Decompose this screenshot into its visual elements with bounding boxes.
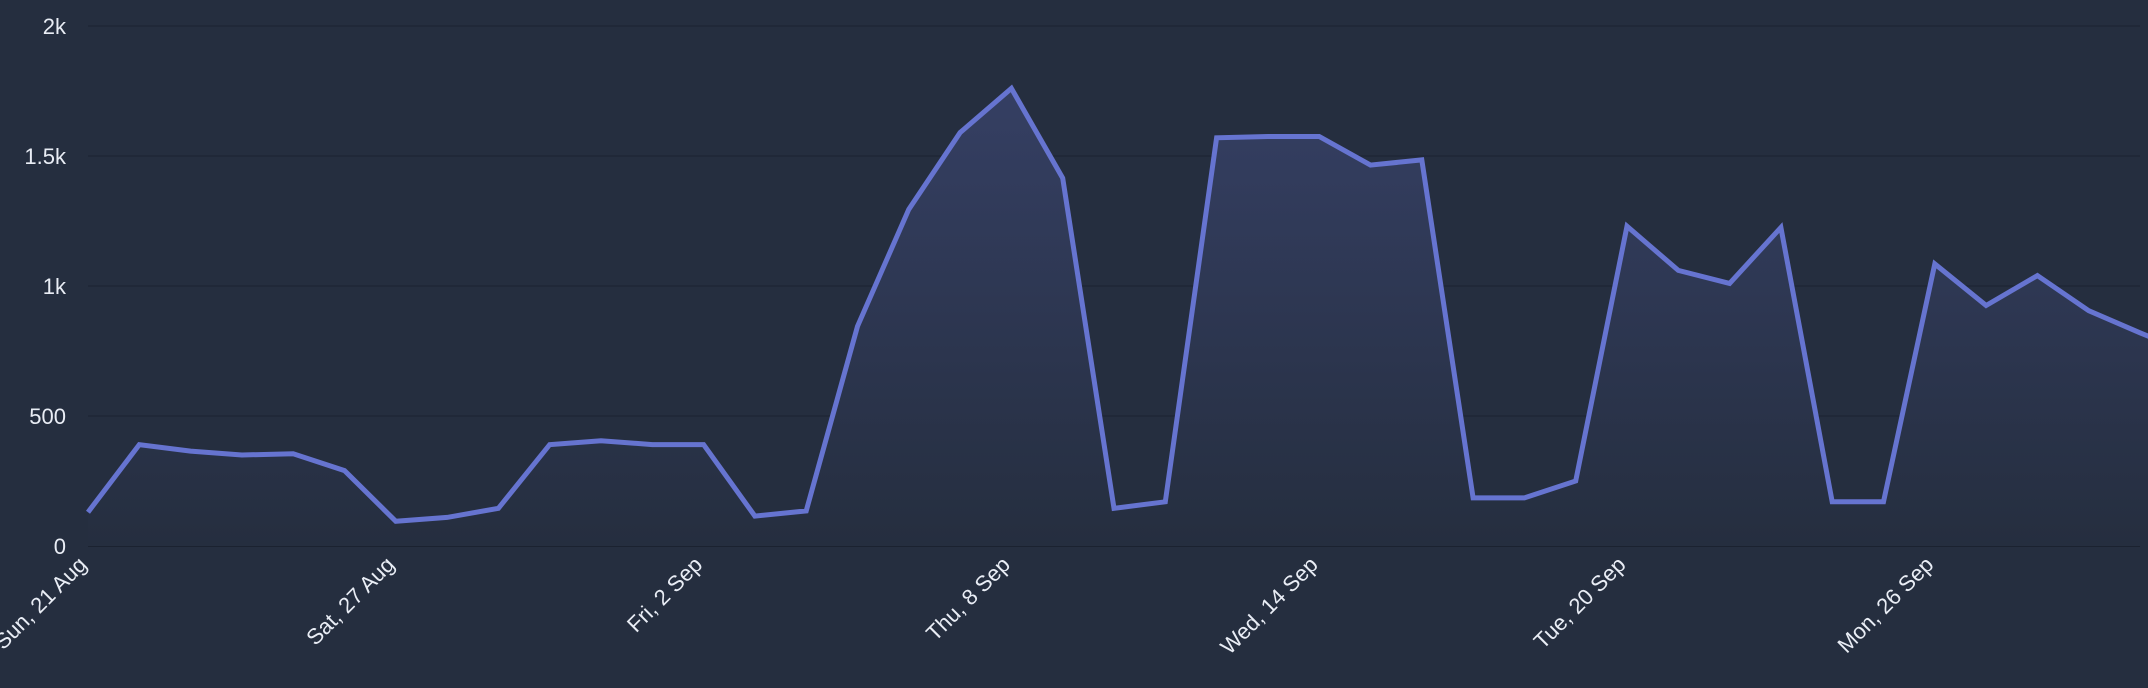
x-axis: Sun, 21 Aug Sat, 27 Aug Fri, 2 Sep Thu, 8 S… xyxy=(0,552,1938,659)
data-point-3[interactable] xyxy=(236,449,248,461)
data-point-15[interactable] xyxy=(852,320,864,332)
x-tick-label: Fri, 2 Sep xyxy=(622,552,707,637)
data-point-27[interactable] xyxy=(1467,492,1479,504)
data-point-31[interactable] xyxy=(1672,264,1684,276)
x-tick-label: Wed, 14 Sep xyxy=(1215,552,1322,659)
data-point-36[interactable] xyxy=(1929,258,1941,270)
series-area xyxy=(88,88,2148,546)
data-point-6[interactable] xyxy=(390,515,402,527)
x-tick-label: Thu, 8 Sep xyxy=(921,552,1015,646)
data-point-29[interactable] xyxy=(1570,475,1582,487)
y-axis: 0 500 1k 1.5k 2k xyxy=(24,14,67,559)
data-point-11[interactable] xyxy=(646,439,658,451)
data-point-28[interactable] xyxy=(1518,492,1530,504)
y-tick-label: 1k xyxy=(43,274,67,299)
data-point-13[interactable] xyxy=(749,510,761,522)
x-tick-label: Mon, 26 Sep xyxy=(1832,552,1938,658)
data-point-1[interactable] xyxy=(133,439,145,451)
data-point-20[interactable] xyxy=(1108,502,1120,514)
data-point-18[interactable] xyxy=(1005,82,1017,94)
data-point-7[interactable] xyxy=(441,511,453,523)
data-point-5[interactable] xyxy=(339,465,351,477)
data-point-21[interactable] xyxy=(1159,496,1171,508)
data-point-22[interactable] xyxy=(1211,132,1223,144)
y-tick-label: 1.5k xyxy=(24,144,67,169)
series-line xyxy=(86,84,2148,524)
y-tick-label: 0 xyxy=(54,534,66,559)
data-point-39[interactable] xyxy=(2083,305,2095,317)
data-point-35[interactable] xyxy=(1878,496,1890,508)
data-point-9[interactable] xyxy=(544,439,556,451)
data-point-38[interactable] xyxy=(2031,270,2043,282)
data-point-19[interactable] xyxy=(1057,172,1069,184)
data-point-2[interactable] xyxy=(185,445,197,457)
data-point-32[interactable] xyxy=(1724,277,1736,289)
data-point-16[interactable] xyxy=(903,203,915,215)
x-tick-label: Sun, 21 Aug xyxy=(0,552,92,654)
y-tick-label: 2k xyxy=(43,14,67,39)
data-point-14[interactable] xyxy=(800,505,812,517)
data-point-33[interactable] xyxy=(1775,222,1787,234)
data-point-34[interactable] xyxy=(1826,496,1838,508)
data-point-17[interactable] xyxy=(954,127,966,139)
data-point-25[interactable] xyxy=(1365,159,1377,171)
series-line-group xyxy=(82,82,2148,527)
series-area-fill xyxy=(88,88,2148,546)
x-tick-label: Sat, 27 Aug xyxy=(301,552,399,650)
data-point-0[interactable] xyxy=(82,506,94,518)
data-point-37[interactable] xyxy=(1980,300,1992,312)
data-point-4[interactable] xyxy=(287,448,299,460)
data-point-24[interactable] xyxy=(1313,131,1325,143)
x-tick-label: Tue, 20 Sep xyxy=(1529,552,1631,654)
grid-lines xyxy=(88,25,2140,547)
data-point-10[interactable] xyxy=(595,435,607,447)
y-tick-label: 500 xyxy=(29,404,66,429)
data-point-23[interactable] xyxy=(1262,131,1274,143)
data-point-26[interactable] xyxy=(1416,154,1428,166)
data-point-8[interactable] xyxy=(492,502,504,514)
data-point-40[interactable] xyxy=(2134,327,2146,339)
data-point-30[interactable] xyxy=(1621,220,1633,232)
data-point-12[interactable] xyxy=(698,439,710,451)
